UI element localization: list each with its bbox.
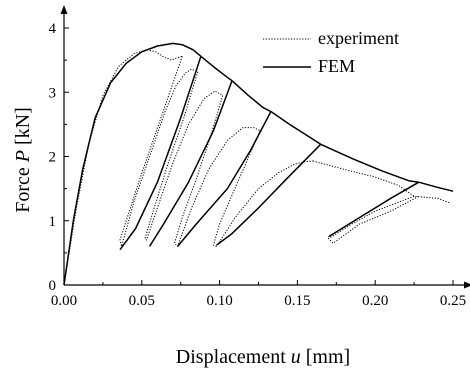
legend-label-fem: FEM: [318, 56, 355, 76]
y-tick-label: 0: [49, 278, 57, 294]
series-line-fem: [328, 181, 420, 238]
series-fem: [63, 42, 454, 286]
series-line-experiment: [212, 130, 314, 247]
series-line-experiment: [328, 195, 420, 244]
x-tick-label: 0.25: [440, 293, 466, 309]
x-axis-label-variable: u: [291, 346, 301, 368]
series-line-experiment: [63, 49, 183, 286]
x-axis-arrow: [464, 281, 470, 289]
x-tick-label: 0.10: [206, 293, 232, 309]
series-line-experiment: [144, 71, 223, 241]
y-axis-label-variable: P: [12, 150, 34, 163]
y-tick-label: 1: [49, 214, 57, 230]
series-line-fem: [200, 55, 233, 82]
x-axis-label: Displacement u [mm]: [176, 346, 350, 368]
series-line-fem: [216, 143, 322, 246]
series-line-experiment: [312, 160, 451, 204]
x-tick-label: 0.00: [51, 293, 77, 309]
x-tick-label: 0.05: [129, 293, 155, 309]
y-tick-label: 2: [49, 150, 57, 166]
x-axis-label-prefix: Displacement: [176, 346, 291, 368]
axes: 0.00 0.05 0.10 0.15 0.20 0.25 0 1 2 3 4: [49, 5, 470, 309]
x-tick-label: 0.15: [284, 293, 310, 309]
series-line-fem: [231, 80, 272, 113]
y-axis-label-prefix: Force: [12, 162, 34, 213]
legend-label-experiment: experiment: [318, 28, 399, 48]
series-line-fem: [148, 80, 233, 247]
y-axis-label-unit: [kN]: [12, 107, 34, 150]
series-line-fem: [320, 143, 419, 183]
series-line-experiment: [119, 56, 198, 247]
y-tick-label: 4: [49, 21, 57, 37]
series-line-fem: [63, 42, 202, 286]
x-axis-label-unit: [mm]: [301, 346, 350, 368]
series-line-fem: [270, 110, 322, 145]
y-axis-label: Force P [kN]: [12, 107, 34, 213]
x-tick-label: 0.20: [362, 293, 388, 309]
series-experiment: [63, 49, 451, 286]
legend: experiment FEM: [263, 28, 399, 76]
series-line-fem: [177, 111, 272, 247]
series-line-experiment: [174, 95, 261, 247]
y-tick-label: 3: [49, 85, 57, 101]
series-line-fem: [119, 56, 202, 251]
plot-area: [63, 42, 454, 286]
y-axis-arrow: [60, 5, 68, 14]
series-line-fem: [418, 181, 454, 192]
